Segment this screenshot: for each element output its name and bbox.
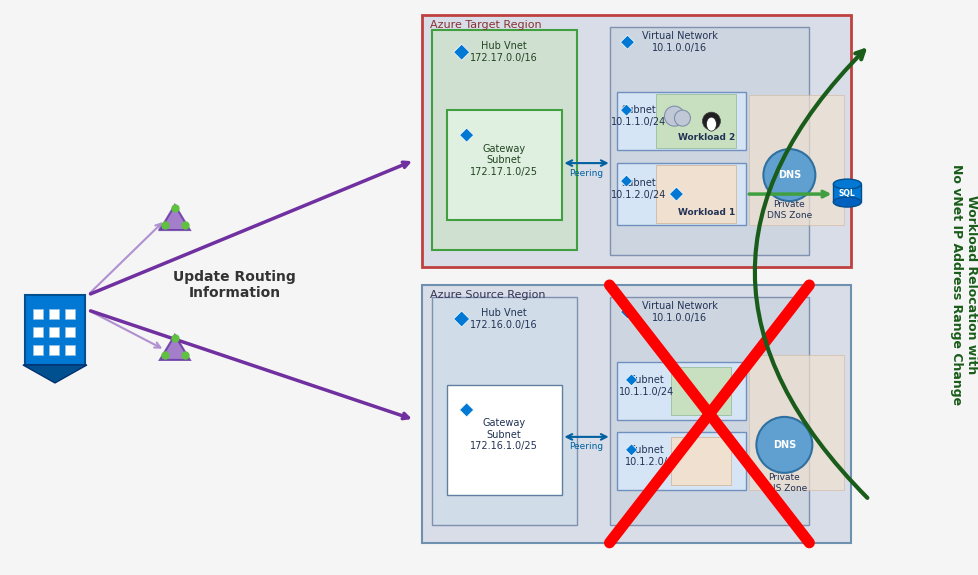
FancyBboxPatch shape bbox=[656, 165, 735, 223]
FancyBboxPatch shape bbox=[49, 345, 59, 355]
FancyBboxPatch shape bbox=[65, 345, 75, 355]
Text: Workload 1: Workload 1 bbox=[677, 208, 734, 217]
Text: Subnet
10.1.2.0/24: Subnet 10.1.2.0/24 bbox=[610, 178, 665, 200]
FancyBboxPatch shape bbox=[446, 110, 561, 220]
Text: DNS: DNS bbox=[777, 170, 800, 180]
FancyBboxPatch shape bbox=[422, 285, 851, 543]
Text: Subnet
10.1.1.0/24: Subnet 10.1.1.0/24 bbox=[610, 105, 665, 127]
Polygon shape bbox=[625, 444, 637, 456]
FancyBboxPatch shape bbox=[616, 163, 745, 225]
Text: Azure Target Region: Azure Target Region bbox=[429, 20, 541, 30]
Polygon shape bbox=[453, 44, 469, 60]
FancyBboxPatch shape bbox=[748, 355, 843, 490]
FancyBboxPatch shape bbox=[609, 27, 809, 255]
Text: Peering: Peering bbox=[569, 168, 603, 178]
Text: Private
DNS Zone: Private DNS Zone bbox=[766, 200, 811, 220]
FancyArrowPatch shape bbox=[754, 51, 867, 498]
FancyBboxPatch shape bbox=[431, 30, 576, 250]
Text: Workload Relocation with
No vNet IP Address Range Change: Workload Relocation with No vNet IP Addr… bbox=[950, 164, 977, 405]
Polygon shape bbox=[459, 403, 473, 417]
Text: Private
DNS Zone: Private DNS Zone bbox=[761, 473, 806, 493]
FancyBboxPatch shape bbox=[33, 345, 43, 355]
Text: Subnet
10.1.2.0/: Subnet 10.1.2.0/ bbox=[624, 445, 667, 467]
FancyBboxPatch shape bbox=[616, 92, 745, 150]
Polygon shape bbox=[625, 374, 637, 386]
FancyBboxPatch shape bbox=[431, 297, 576, 525]
Text: Gateway
Subnet
172.17.1.0/25: Gateway Subnet 172.17.1.0/25 bbox=[469, 144, 537, 177]
Text: Peering: Peering bbox=[569, 442, 603, 451]
FancyBboxPatch shape bbox=[65, 327, 75, 337]
Ellipse shape bbox=[832, 179, 861, 189]
Text: Workload 2: Workload 2 bbox=[677, 133, 734, 142]
Polygon shape bbox=[159, 335, 190, 360]
Polygon shape bbox=[620, 104, 632, 116]
Text: Subnet
10.1.1.0/24: Subnet 10.1.1.0/24 bbox=[618, 375, 674, 397]
Polygon shape bbox=[22, 365, 87, 383]
FancyBboxPatch shape bbox=[609, 297, 809, 525]
FancyBboxPatch shape bbox=[422, 15, 851, 267]
FancyBboxPatch shape bbox=[33, 309, 43, 319]
Ellipse shape bbox=[832, 197, 861, 207]
FancyBboxPatch shape bbox=[616, 362, 745, 420]
Circle shape bbox=[756, 417, 812, 473]
Text: DNS: DNS bbox=[772, 440, 795, 450]
FancyBboxPatch shape bbox=[656, 94, 735, 148]
Ellipse shape bbox=[706, 117, 716, 131]
FancyBboxPatch shape bbox=[49, 309, 59, 319]
FancyBboxPatch shape bbox=[832, 184, 861, 202]
Text: Virtual Network
10.1.0.0/16: Virtual Network 10.1.0.0/16 bbox=[641, 301, 717, 323]
Polygon shape bbox=[453, 311, 469, 327]
FancyBboxPatch shape bbox=[25, 295, 85, 365]
Text: Virtual Network
10.1.0.0/16: Virtual Network 10.1.0.0/16 bbox=[641, 32, 717, 53]
Polygon shape bbox=[620, 35, 634, 49]
FancyBboxPatch shape bbox=[671, 437, 731, 485]
Circle shape bbox=[664, 106, 684, 126]
Text: Update Routing
Information: Update Routing Information bbox=[173, 270, 296, 300]
Text: Azure Source Region: Azure Source Region bbox=[429, 290, 545, 300]
Polygon shape bbox=[459, 128, 473, 142]
Polygon shape bbox=[669, 187, 683, 201]
FancyBboxPatch shape bbox=[616, 432, 745, 490]
FancyBboxPatch shape bbox=[446, 385, 561, 495]
Polygon shape bbox=[159, 205, 190, 230]
Text: Hub Vnet
172.17.0.0/16: Hub Vnet 172.17.0.0/16 bbox=[469, 41, 537, 63]
Polygon shape bbox=[620, 175, 632, 187]
Circle shape bbox=[702, 112, 720, 130]
FancyBboxPatch shape bbox=[748, 95, 843, 225]
Text: Gateway
Subnet
172.16.1.0/25: Gateway Subnet 172.16.1.0/25 bbox=[469, 418, 537, 451]
FancyBboxPatch shape bbox=[671, 367, 731, 415]
Circle shape bbox=[763, 149, 815, 201]
Text: Hub Vnet
172.16.0.0/16: Hub Vnet 172.16.0.0/16 bbox=[469, 308, 537, 330]
Circle shape bbox=[674, 110, 689, 126]
FancyBboxPatch shape bbox=[33, 327, 43, 337]
Text: SQL: SQL bbox=[838, 189, 855, 198]
Polygon shape bbox=[620, 305, 634, 319]
FancyBboxPatch shape bbox=[65, 309, 75, 319]
FancyBboxPatch shape bbox=[49, 327, 59, 337]
